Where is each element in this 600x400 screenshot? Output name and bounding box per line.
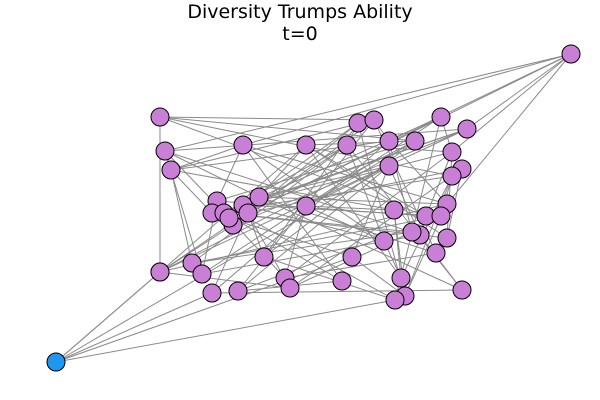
graph-edge [232,128,468,226]
graph-edge [170,169,213,214]
graph-edge [216,140,416,202]
graph-edge [305,205,395,211]
graph-edge [305,144,427,217]
graph-edge [263,256,396,301]
graph-edge [446,53,572,205]
graph-edge [351,165,390,258]
graph-node [202,283,222,303]
graph-edge [419,234,463,291]
graph-node [391,268,411,288]
graph-node [332,271,352,291]
graph-node-highlighted [46,352,66,372]
graph-edge [170,119,375,171]
graph-node [155,141,175,161]
graph-node [228,281,248,301]
graph-edge [258,165,390,198]
graph-edge [388,140,413,233]
chart-title: Diversity Trumps Ability [187,1,413,23]
graph-edge [159,116,375,121]
graph-edge [170,169,395,211]
graph-node [238,203,258,223]
graph-node [442,142,462,162]
graph-edge [164,150,260,198]
graph-node [219,208,239,228]
graph-edge [170,169,193,264]
graph-edge [466,53,572,130]
graph-edge [346,144,463,291]
graph-edge [55,256,353,363]
graph-edge [425,151,453,217]
graph-edge [237,165,390,292]
graph-node [342,247,362,267]
graph-node [296,196,316,216]
graph-node [452,280,472,300]
graph-node [348,113,368,133]
graph-edge [201,116,442,275]
graph-edge [191,215,442,264]
graph-edge [305,205,385,242]
graph-edge [55,299,396,363]
graph-edge [211,140,390,294]
graph-node [385,290,405,310]
graph-edge [159,116,416,142]
graph-edge [55,271,161,363]
graph-node [150,107,170,127]
graph-node [426,243,446,263]
graph-edge [400,175,453,279]
graph-edge [284,151,453,279]
graph-node [254,247,274,267]
graph-node [249,187,269,207]
graph-node [161,160,181,180]
graph-edge [351,256,406,297]
graph-edge [170,144,244,171]
graph-edge [258,144,307,198]
graph-node [337,135,357,155]
graph-node [379,156,399,176]
graph-node [431,107,451,127]
graph-node [561,44,581,64]
graph-node [437,228,457,248]
graph-edge [211,289,463,294]
graph-edge [223,212,343,282]
graph-edge [242,53,572,146]
graph-edge [55,292,213,363]
graph-edge [242,151,453,206]
graph-node [150,262,170,282]
graph-edge [159,224,234,273]
graph-node [379,131,399,151]
graph-node [442,166,462,186]
graph-node [405,131,425,151]
graph-edge [164,150,421,236]
chart-subtitle: t=0 [282,23,318,45]
graph-nodes [46,44,581,372]
graph-edge [242,144,448,205]
graph-edge [258,196,463,291]
graph-edge [305,140,416,207]
graph-node [402,222,422,242]
graph-node [374,231,394,251]
graph-node [384,200,404,220]
graph-edge [164,53,572,152]
graph-node [280,278,300,298]
graph-node [296,135,316,155]
graph-edge [258,196,448,205]
graph-edge [388,140,448,205]
graph-edge [242,204,442,217]
graph-edge [346,144,453,153]
graph-edge [159,116,427,217]
graph-node [431,206,451,226]
graph-edge [346,144,385,242]
graph-edge [216,144,244,202]
graph-edge [284,205,307,279]
graph-node [364,110,384,130]
graph-edge [284,252,437,279]
graph-node [457,119,477,139]
graph-edge [159,271,291,289]
graph-node [192,264,212,284]
graph-node [233,135,253,155]
